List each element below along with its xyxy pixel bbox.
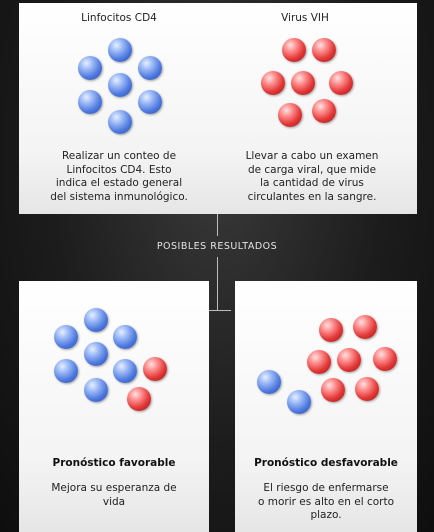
virus-particle — [307, 350, 331, 374]
virus-particle — [312, 99, 336, 123]
favorable-description: Mejora su esperanza de vida — [51, 482, 177, 508]
cd4-cell — [54, 325, 78, 349]
cd4-cell — [113, 359, 137, 383]
connector-line-bottom — [217, 257, 218, 311]
cd4-cell — [113, 325, 137, 349]
cd4-cell — [54, 359, 78, 383]
cd4-cell — [84, 308, 108, 332]
cd4-cell — [108, 38, 132, 62]
cd4-cell — [138, 56, 162, 80]
cd4-title: Linfocitos CD4 — [81, 12, 157, 24]
cd4-cell — [108, 73, 132, 97]
virus-particle — [337, 348, 361, 372]
virus-particle — [373, 347, 397, 371]
cd4-cell — [138, 90, 162, 114]
unfavorable-description: El riesgo de enfermarse o morir es alto … — [257, 482, 395, 521]
connector-line-top — [217, 214, 218, 236]
cd4-cell — [287, 390, 311, 414]
unfavorable-panel: Pronóstico desfavorable El riesgo de enf… — [235, 281, 417, 532]
vih-title: Virus VIH — [281, 12, 329, 24]
cd4-description: Realizar un conteo de Linfocitos CD4. Es… — [50, 150, 188, 203]
favorable-title: Pronóstico favorable — [52, 457, 176, 469]
connector-branch — [205, 310, 231, 311]
cd4-cell — [108, 110, 132, 134]
cd4-cell — [84, 342, 108, 366]
favorable-panel: Pronóstico favorable Mejora su esperanza… — [19, 281, 209, 532]
virus-particle — [278, 103, 302, 127]
virus-particle — [353, 315, 377, 339]
virus-particle — [127, 387, 151, 411]
virus-particle — [291, 71, 315, 95]
virus-particle — [329, 71, 353, 95]
vih-description: Llevar a cabo un examen de carga viral, … — [245, 150, 379, 203]
virus-particle — [319, 318, 343, 342]
unfavorable-title: Pronóstico desfavorable — [254, 457, 398, 469]
virus-particle — [312, 38, 336, 62]
virus-particle — [143, 357, 167, 381]
virus-particle — [282, 38, 306, 62]
tests-panel: Linfocitos CD4 Virus VIH Realizar un con… — [19, 3, 417, 214]
cd4-cell — [78, 90, 102, 114]
cd4-cell — [257, 370, 281, 394]
virus-particle — [321, 378, 345, 402]
cd4-cell — [78, 56, 102, 80]
virus-particle — [261, 71, 285, 95]
cd4-cell — [84, 378, 108, 402]
results-label: POSIBLES RESULTADOS — [156, 241, 278, 252]
virus-particle — [355, 377, 379, 401]
